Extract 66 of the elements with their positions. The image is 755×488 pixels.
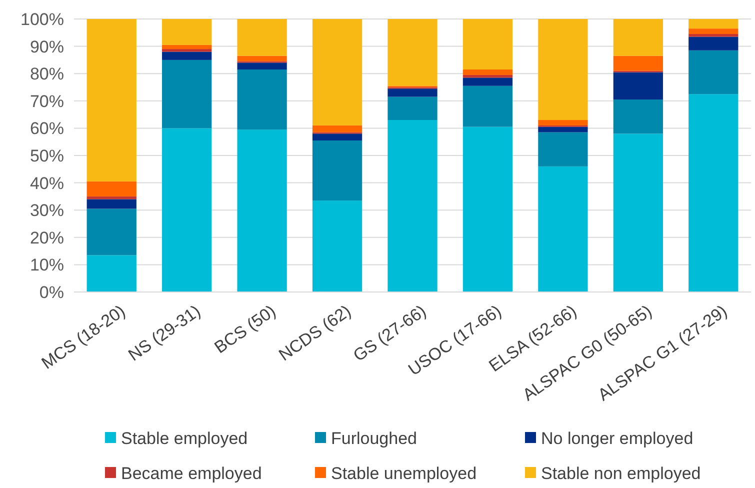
bar	[86, 255, 136, 292]
bar	[86, 199, 136, 209]
bar	[538, 166, 588, 292]
bar	[162, 60, 212, 128]
bar	[688, 94, 738, 292]
bar	[312, 200, 362, 292]
bar	[613, 100, 663, 134]
bar	[162, 128, 212, 292]
bar	[688, 50, 738, 94]
bar	[462, 86, 513, 127]
y-tick-label: 100%	[20, 10, 64, 29]
legend-label: Stable non employed	[541, 464, 701, 483]
y-tick-label: 50%	[30, 146, 64, 166]
bar	[312, 19, 362, 126]
bar	[388, 19, 438, 86]
legend-label: Furloughed	[331, 428, 418, 448]
bar	[312, 140, 362, 201]
bar	[237, 62, 287, 70]
bar	[538, 120, 588, 126]
legend-label: Stable employed	[121, 428, 248, 448]
bar	[162, 19, 212, 45]
bar	[86, 208, 136, 256]
y-tick-label: 10%	[30, 256, 64, 275]
bar	[538, 19, 588, 120]
y-tick-label: 70%	[30, 92, 64, 111]
bar	[162, 49, 212, 52]
y-tick-label: 40%	[30, 174, 64, 193]
bar	[162, 52, 212, 60]
bar	[613, 134, 663, 292]
legend-label: Became employed	[121, 464, 262, 483]
bar	[538, 132, 588, 166]
bar	[388, 120, 438, 292]
bar	[162, 44, 212, 50]
bar	[86, 196, 136, 200]
bar	[462, 78, 513, 86]
bar	[388, 88, 438, 97]
bar	[462, 74, 513, 78]
y-tick-label: 60%	[30, 119, 64, 138]
legend-label: No longer employed	[541, 428, 694, 448]
bar	[237, 70, 287, 130]
x-tick-label: BCS (50)	[211, 301, 280, 358]
bar	[312, 125, 362, 132]
bar	[688, 36, 738, 50]
bar	[462, 126, 513, 292]
bar	[462, 70, 513, 75]
y-tick-label: 0%	[39, 282, 64, 302]
bar	[237, 19, 287, 56]
bar	[688, 19, 738, 29]
bar	[613, 72, 663, 100]
bar	[462, 19, 513, 70]
bar	[312, 134, 362, 140]
y-tick-label: 90%	[30, 37, 64, 56]
bar	[237, 56, 287, 62]
y-tick-label: 80%	[30, 64, 64, 84]
y-tick-label: 20%	[30, 228, 64, 248]
bar	[237, 130, 287, 292]
bar	[388, 96, 438, 120]
bar	[613, 19, 663, 56]
bar	[613, 56, 663, 71]
bar	[688, 28, 738, 34]
bar	[538, 126, 588, 132]
bar	[86, 181, 136, 196]
bar	[86, 19, 136, 182]
y-tick-label: 30%	[30, 201, 64, 220]
legend-label: Stable unemployed	[331, 464, 477, 483]
bar	[688, 34, 738, 37]
